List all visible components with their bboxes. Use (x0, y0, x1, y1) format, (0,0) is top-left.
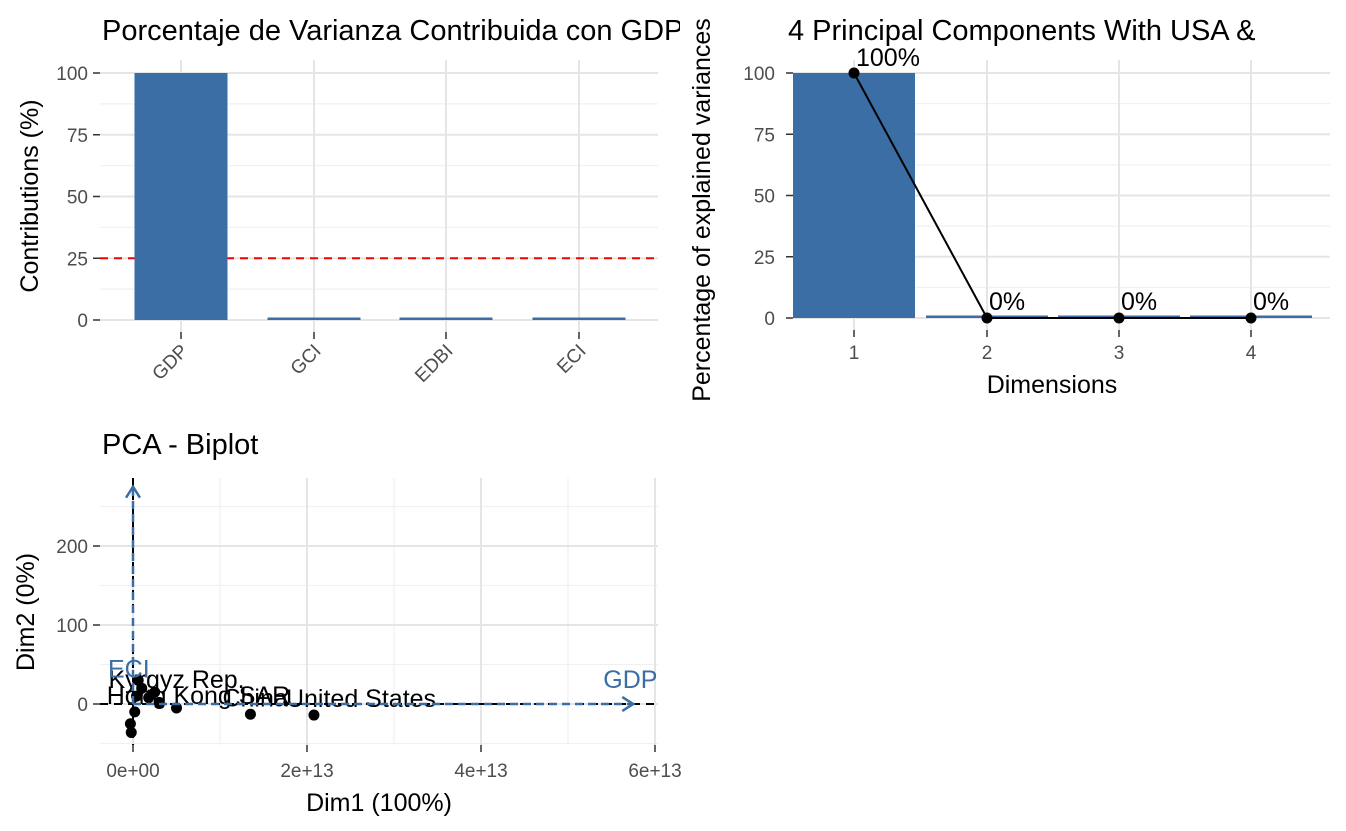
p2-xtick-label: 3 (1114, 343, 1125, 364)
p2-title-backdrop (680, 0, 1346, 48)
p3-ylabel: Dim2 (0%) (12, 553, 40, 671)
p3-point (124, 718, 136, 730)
p1-ytick-label: 25 (67, 249, 88, 270)
p3-xlabel: Dim1 (100%) (306, 789, 452, 817)
p3-xtick-label: 4e+13 (454, 761, 507, 782)
p2-xtick-label: 2 (982, 343, 993, 364)
p1-ytick-label: 50 (67, 188, 88, 209)
p2-xlabel: Dimensions (987, 371, 1118, 399)
p3-xtick-label: 6e+13 (628, 761, 681, 782)
p1-bar (267, 317, 361, 320)
p1-ytick-label: 0 (77, 311, 88, 332)
p1-ytick-label: 75 (67, 126, 88, 147)
p2-xtick-label: 1 (849, 343, 860, 364)
p3-xtick-label: 2e+13 (280, 761, 333, 782)
p2-data-label: 0% (1121, 288, 1157, 316)
p1-ytick-label: 100 (56, 64, 88, 85)
p1-bar (399, 317, 493, 320)
p3-point (308, 709, 320, 721)
p2-xtick-label: 4 (1246, 343, 1257, 364)
p3-point (129, 706, 141, 718)
p2-ylabel: Percentage of explained variances (688, 18, 716, 402)
p2-data-label: 0% (989, 288, 1025, 316)
p2-ytick-label: 50 (754, 187, 775, 208)
p3-point-label: China (222, 684, 287, 712)
p1-xtick-label: EDBI (411, 341, 457, 387)
p1-bars (134, 73, 626, 320)
p1-bar (134, 73, 228, 320)
p3-point (125, 726, 137, 738)
p2-data-label: 0% (1253, 288, 1289, 316)
p2-ytick-label: 100 (743, 64, 775, 85)
p3-point-label: Hong Kong SAR (107, 682, 290, 710)
p3-point (132, 674, 144, 686)
p3-title: PCA - Biplot (102, 429, 258, 461)
p2-line-overlay (848, 67, 1257, 324)
p3-point-label: United States (286, 685, 436, 713)
p3-xtick-label: 0e+00 (106, 761, 159, 782)
p3-vector-label: ECI (108, 655, 150, 683)
p3-ytick-label: 200 (56, 537, 88, 558)
panel-scree: 0 25 50 75 100 1 2 3 4 100% 0% 0% 0% 4 Principal Co… (680, 0, 1346, 402)
p2-series-point (981, 312, 993, 324)
p3-point-label: Kyrgyz Rep. (108, 666, 244, 694)
p3-ytick-label: 100 (56, 616, 88, 637)
p1-ylabel: Contributions (%) (16, 99, 44, 292)
p2-data-labels: 100% 0% 0% 0% (856, 44, 1289, 316)
p1-bar (532, 317, 626, 320)
p2-ytick-label: 75 (754, 125, 775, 146)
p2-data-label: 100% (856, 44, 920, 72)
p2-axis-ticks: 0 25 50 75 100 1 2 3 4 (743, 64, 1256, 364)
p2-bar (793, 73, 915, 318)
p2-series-point (1113, 312, 1125, 324)
p2-title: 4 Principal Components With USA & (788, 15, 1255, 47)
p3-vector-label: GDP (603, 666, 657, 694)
p1-xtick-label: ECI (553, 341, 590, 378)
p1-xtick-label: GCI (287, 341, 326, 380)
p3-vector-arrowhead (621, 695, 636, 713)
p3-vector-arrowhead (124, 484, 142, 499)
p2-series-point (1245, 312, 1257, 324)
p2-series-line (853, 72, 1251, 319)
p2-series-point (848, 67, 860, 79)
p3-point (149, 686, 161, 698)
p2-ytick-label: 0 (764, 309, 775, 330)
p3-axis-ticks: 0 100 200 0e+00 2e+13 4e+13 6e+13 (56, 537, 681, 782)
p3-ytick-label: 0 (77, 695, 88, 716)
p3-point (244, 708, 256, 720)
p1-xtick-label: GDP (149, 341, 193, 385)
p3-vectors: GDP ECI (108, 484, 657, 713)
p2-ytick-label: 25 (754, 248, 775, 269)
